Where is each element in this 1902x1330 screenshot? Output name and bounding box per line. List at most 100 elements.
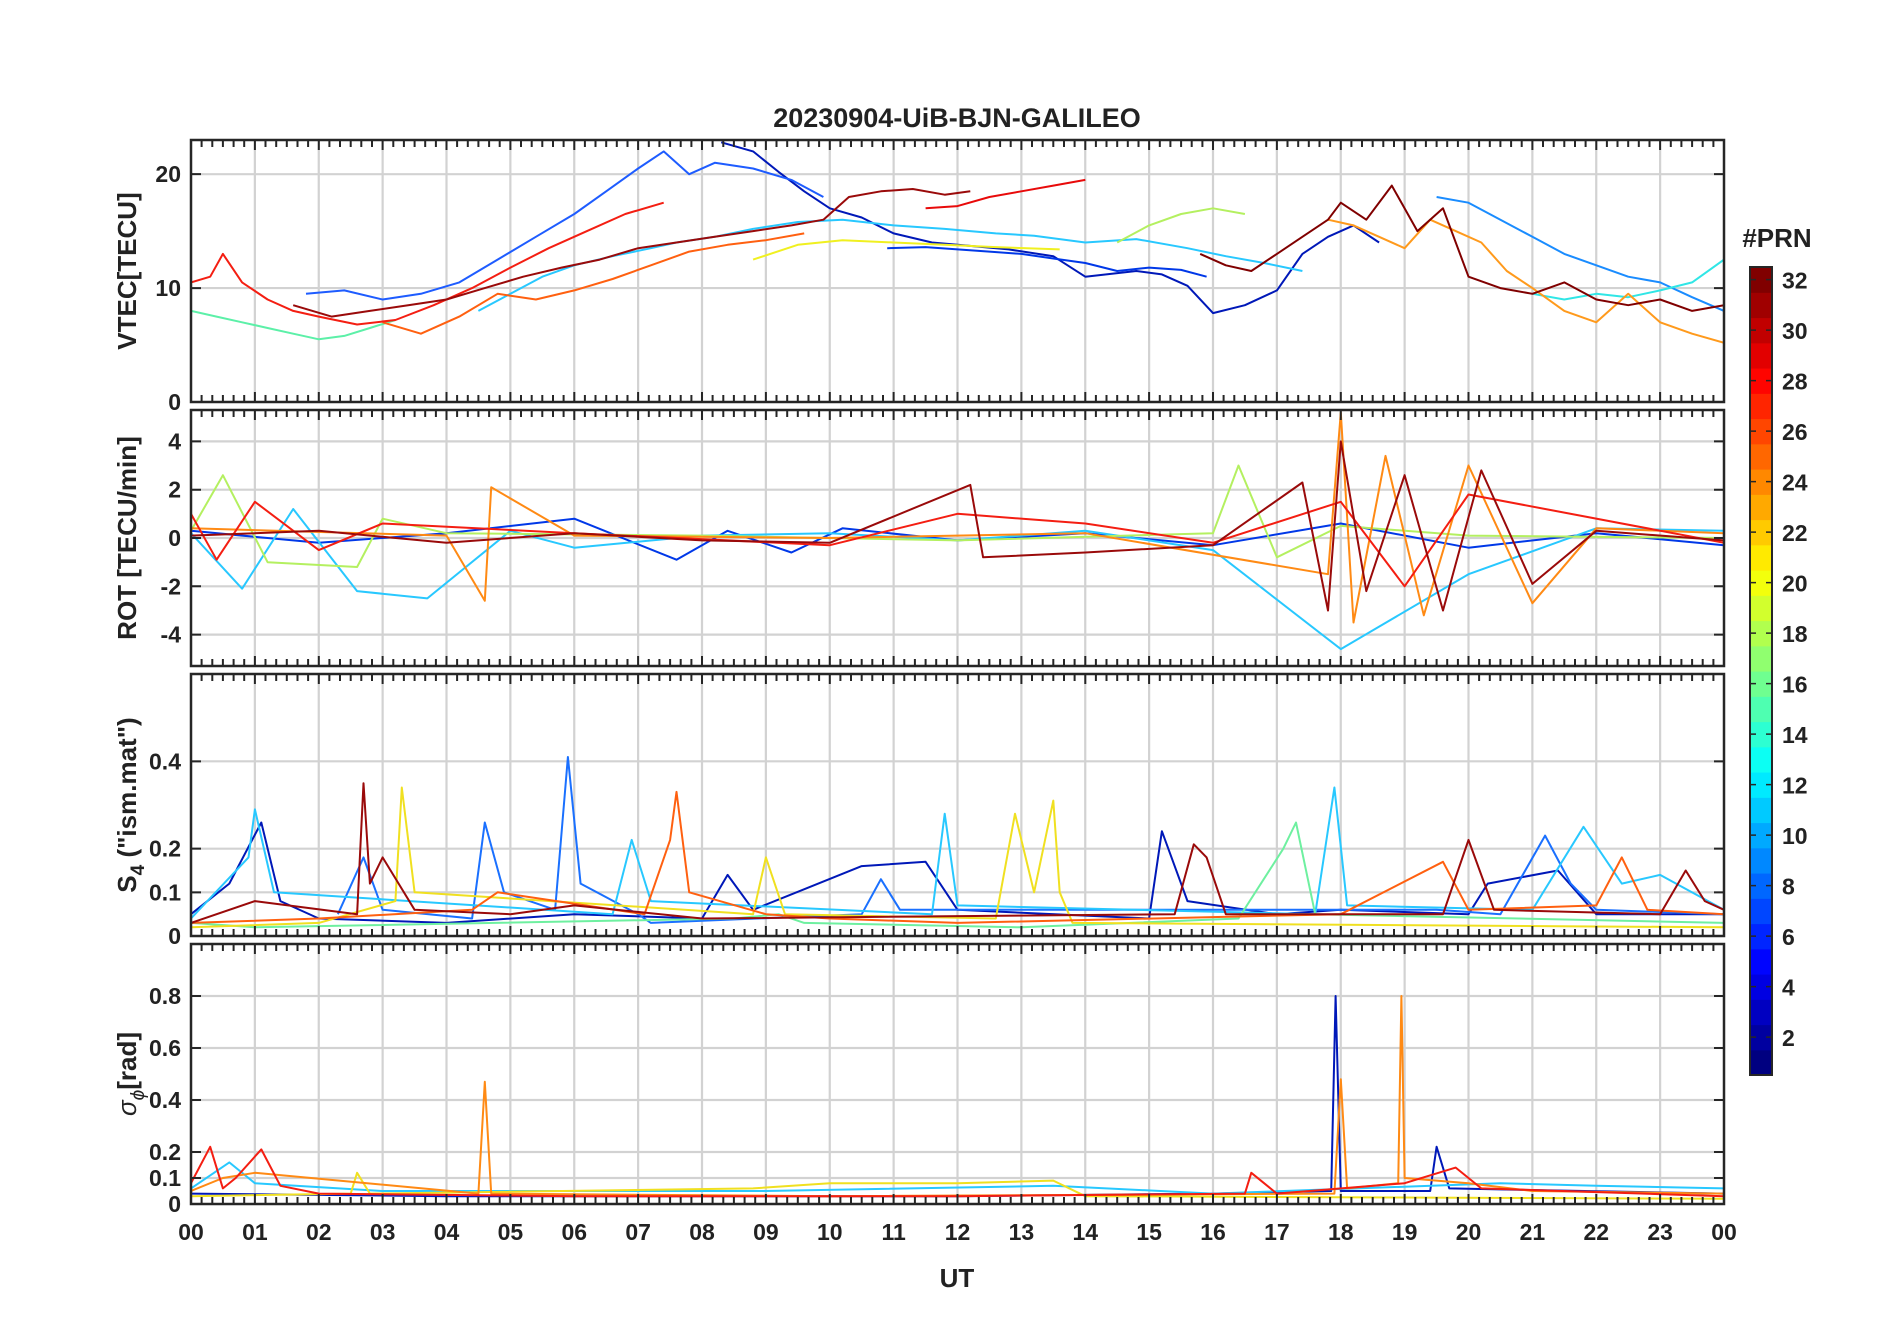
colorbar-segment (1750, 494, 1772, 521)
colorbar-segment (1750, 519, 1772, 546)
colorbar-tick-label: 32 (1782, 268, 1808, 294)
y-axis-label: ROT [TECU/min] (112, 436, 142, 640)
series-line-prn-10 (191, 1161, 1724, 1195)
series-line-prn-23 (1327, 218, 1724, 344)
series-line-prn-10 (191, 508, 1724, 651)
series-line-prn-2 (720, 141, 1380, 315)
series-line-prn-24 (191, 411, 1724, 624)
s4-panel: 0 0.1 0.2 0.4S4 ("ism.mat") (112, 672, 1726, 949)
y-axis-label: VTEC[TECU] (112, 192, 142, 349)
colorbar-segment (1750, 620, 1772, 647)
colorbar-segment (1750, 1049, 1772, 1076)
colorbar-segment (1750, 721, 1772, 748)
y-tick-label: 10 (155, 275, 181, 301)
colorbar-tick-label: 14 (1782, 722, 1808, 748)
y-tick-label: 0 (168, 525, 181, 551)
series-line-prn-3 (191, 821, 1724, 924)
colorbar-tick-label: 8 (1782, 874, 1795, 900)
x-tick-label: 12 (945, 1219, 971, 1245)
x-tick-label: 14 (1072, 1219, 1098, 1245)
series-line-prn-4 (887, 246, 1207, 278)
x-tick-label: 23 (1647, 1219, 1673, 1245)
series-group (191, 411, 1724, 651)
colorbar-tick-label: 30 (1782, 318, 1808, 344)
colorbar-segment (1750, 595, 1772, 622)
series-line-prn-31 (191, 440, 1724, 612)
vtec-panel: 0 10 20 VTEC[TECU] (112, 138, 1726, 415)
colorbar-segment (1750, 267, 1772, 293)
colorbar-tick-label: 18 (1782, 621, 1808, 647)
x-tick-label: 10 (817, 1219, 843, 1245)
x-tick-label: 00 (178, 1219, 204, 1245)
colorbar-segment (1750, 923, 1772, 950)
y-tick-label: 0.8 (149, 983, 181, 1009)
colorbar-title: #PRN (1742, 223, 1811, 253)
series-line-prn-11 (191, 786, 1724, 920)
series-line-prn-6 (305, 150, 824, 301)
series-line-prn-12 (1532, 258, 1724, 301)
rot-panel: -4 -2 0 2 4 ROT [TECU/min] (112, 408, 1726, 668)
colorbar-tick-label: 12 (1782, 773, 1808, 799)
colorbar-segment (1750, 342, 1772, 369)
y-tick-label: 0.1 (149, 1165, 181, 1191)
colorbar-segment (1750, 645, 1772, 672)
x-tick-label: 05 (498, 1219, 524, 1245)
colorbar-segment (1750, 393, 1772, 420)
y-tick-label: 0.6 (149, 1035, 181, 1061)
x-tick-label: 13 (1009, 1219, 1035, 1245)
series-line-prn-32 (1199, 184, 1724, 312)
series-line-prn-17 (1116, 207, 1246, 244)
x-tick-label: 19 (1392, 1219, 1418, 1245)
y-tick-label: 20 (155, 161, 181, 187)
colorbar-tick-label: 26 (1782, 419, 1808, 445)
y-tick-label: -2 (161, 573, 181, 599)
x-ticks (190, 944, 1725, 1204)
colorbar-segment (1750, 570, 1772, 596)
colorbar-segment (1750, 671, 1772, 697)
colorbar-frame (1749, 266, 1773, 1076)
series-line-prn-21 (191, 786, 1724, 929)
series-line-prn-25 (382, 232, 805, 335)
colorbar-segment (1750, 797, 1772, 824)
colorbar-segment (1750, 469, 1772, 495)
series-line-prn-28 (191, 493, 1724, 588)
x-tick-label: 09 (753, 1219, 779, 1245)
x-tick-label: 04 (434, 1219, 460, 1245)
sigma-phi-panel: 00.10.2 0.4 0.6 0.8σϕ[rad] 00 01 02 03 04 05 06 07 0… (112, 942, 1737, 1245)
x-tick-label: 21 (1520, 1219, 1546, 1245)
series-group (191, 141, 1724, 344)
x-tick-label: 18 (1328, 1219, 1354, 1245)
colorbar-segment (1750, 822, 1772, 849)
y-tick-label: 0.4 (149, 1087, 181, 1113)
series-line-prn-7 (336, 756, 1724, 924)
y-tick-label: 0 (168, 389, 181, 415)
colorbar-segment (1750, 772, 1772, 798)
colorbar-segment (1750, 418, 1772, 445)
series-line-prn-14 (191, 309, 396, 341)
colorbar-tick-label: 10 (1782, 823, 1808, 849)
y-axis-label: σϕ[rad] (112, 1032, 149, 1116)
colorbar-segment (1750, 368, 1772, 394)
colorbar-segment (1750, 898, 1772, 925)
series-line-prn-25 (191, 790, 1724, 924)
x-ticks (190, 140, 1725, 402)
colorbar-segment (1750, 948, 1772, 975)
series-group (191, 995, 1724, 1200)
series-line-prn-29 (925, 178, 1086, 210)
x-tick-label: 07 (625, 1219, 651, 1245)
series-line-prn-8 (1436, 196, 1724, 312)
y-tick-label: 0 (168, 923, 181, 949)
series-line-prn-31 (292, 188, 971, 318)
x-tick-label: 20 (1456, 1219, 1482, 1245)
colorbar-segment (1750, 999, 1772, 1026)
colorbar-tick-label: 22 (1782, 520, 1808, 546)
colorbar-segment (1750, 873, 1772, 899)
x-tick-label: 11 (881, 1219, 906, 1245)
x-tick-label: 08 (689, 1219, 715, 1245)
x-axis-label: UT (940, 1263, 975, 1293)
colorbar-tick-label: 24 (1782, 470, 1808, 496)
colorbar-segment (1750, 317, 1772, 344)
colorbar-segment (1750, 292, 1772, 319)
colorbar-segment (1750, 1024, 1772, 1051)
